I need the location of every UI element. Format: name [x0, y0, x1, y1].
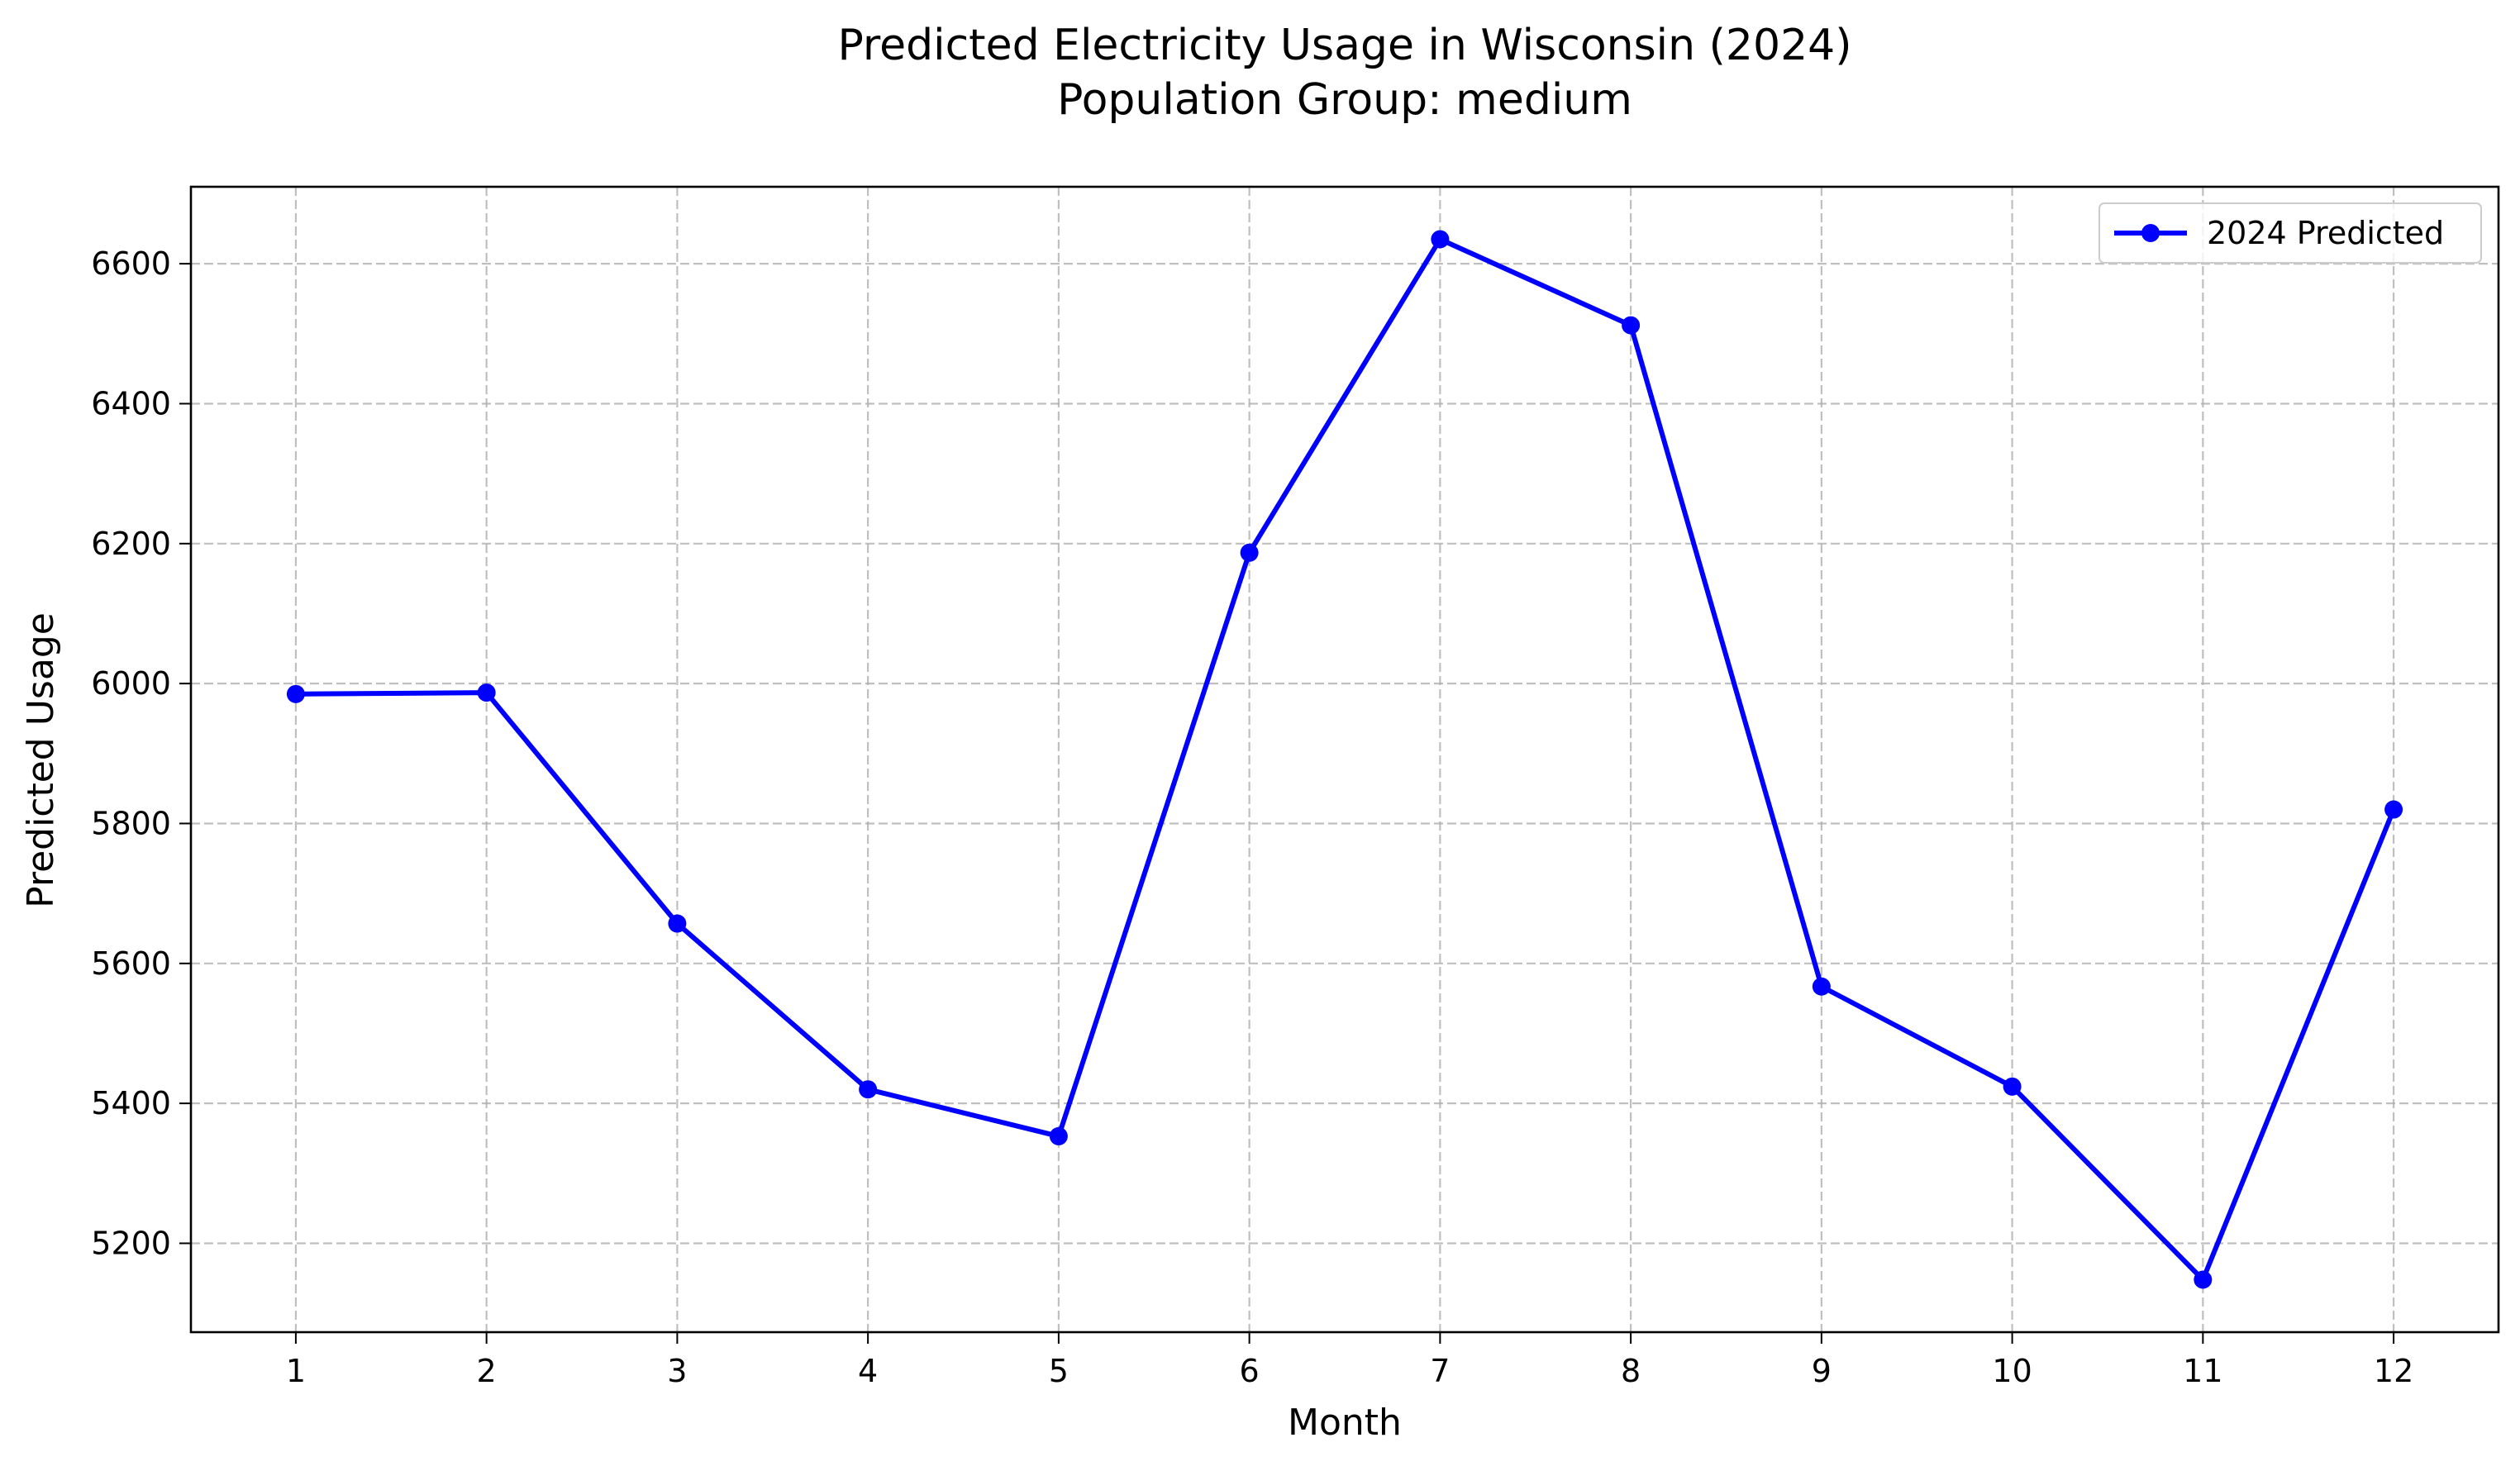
- data-point: [1049, 1126, 1068, 1145]
- x-tick-label: 8: [1621, 1353, 1641, 1389]
- y-tick-label: 6600: [91, 245, 171, 282]
- data-point: [668, 914, 687, 933]
- y-tick-label: 6400: [91, 385, 171, 421]
- data-point: [477, 683, 496, 702]
- legend-marker-swatch: [2141, 224, 2160, 242]
- x-tick-label: 1: [286, 1353, 306, 1389]
- data-point: [2384, 800, 2403, 819]
- legend-label: 2024 Predicted: [2207, 215, 2444, 251]
- x-tick-label: 4: [858, 1353, 878, 1389]
- series-layer: [286, 230, 2403, 1289]
- y-tick-label: 5800: [91, 805, 171, 841]
- data-point: [1431, 230, 1450, 249]
- x-tick-label: 2: [477, 1353, 497, 1389]
- x-axis-label: Month: [1288, 1402, 1402, 1444]
- data-point: [2194, 1270, 2213, 1289]
- data-point: [859, 1080, 878, 1099]
- y-tick-label: 5600: [91, 945, 171, 982]
- data-point: [1240, 543, 1259, 562]
- data-point: [1622, 316, 1641, 335]
- y-tick-label: 6000: [91, 665, 171, 702]
- plot-frame: [189, 185, 2500, 1334]
- grid: [191, 187, 2499, 1332]
- axis-ticks: 1 2 3 4 5 6 7 8 9 10 11 125200540056005800600062006…: [91, 245, 2413, 1389]
- x-tick-label: 12: [2374, 1353, 2413, 1389]
- x-tick-label: 10: [1992, 1353, 2032, 1389]
- x-tick-label: 5: [1049, 1353, 1069, 1389]
- y-tick-label: 5200: [91, 1225, 171, 1261]
- chart-title: Predicted Electricity Usage in Wisconsin…: [837, 21, 1851, 70]
- data-point: [1812, 977, 1831, 996]
- data-point: [2003, 1077, 2022, 1096]
- x-tick-label: 9: [1812, 1353, 1832, 1389]
- chart-subtitle: Population Group: medium: [1057, 75, 1632, 125]
- x-tick-label: 7: [1430, 1353, 1450, 1389]
- legend: 2024 Predicted: [2098, 202, 2482, 264]
- x-tick-label: 11: [2183, 1353, 2222, 1389]
- x-tick-label: 6: [1240, 1353, 1260, 1389]
- legend-box: [2098, 202, 2482, 264]
- data-point: [286, 684, 305, 703]
- y-axis-label: Predicted Usage: [20, 612, 62, 908]
- series-line: [293, 236, 2397, 1283]
- y-tick-label: 5400: [91, 1085, 171, 1121]
- y-tick-label: 6200: [91, 526, 171, 562]
- x-tick-label: 3: [667, 1353, 687, 1389]
